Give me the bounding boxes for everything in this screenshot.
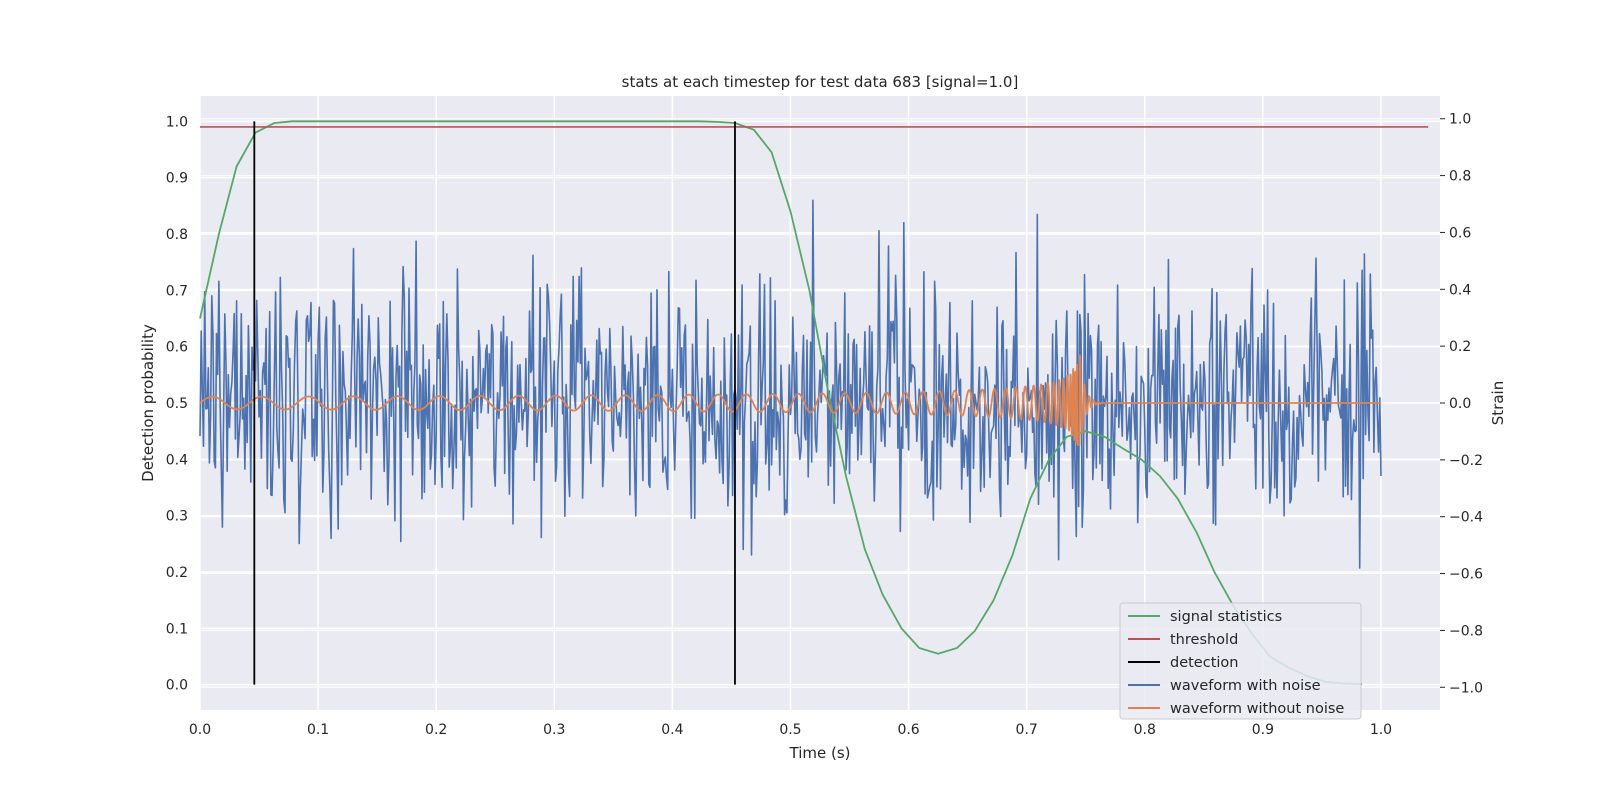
legend: signal statistics threshold detection wa… bbox=[1119, 602, 1362, 720]
y-right-tick-label: 0.6 bbox=[1449, 225, 1471, 241]
y-right-tick-label: 1.0 bbox=[1449, 112, 1471, 128]
x-tick-label: 0.2 bbox=[425, 722, 447, 738]
y-tick-label: 0.5 bbox=[166, 396, 188, 412]
y-tick-label: 0.9 bbox=[166, 171, 188, 187]
x-tick-label: 0.9 bbox=[1252, 722, 1274, 738]
y-tick-label: 0.8 bbox=[166, 227, 188, 243]
y-tick-label: 0.3 bbox=[166, 509, 188, 525]
x-tick-label: 0.8 bbox=[1134, 722, 1156, 738]
x-tick-label: 1.0 bbox=[1370, 722, 1392, 738]
legend-label-waveform-with-noise: waveform with noise bbox=[1170, 678, 1321, 694]
y-right-tick-label: −0.4 bbox=[1449, 510, 1483, 526]
y-tick-label: 0.1 bbox=[166, 621, 188, 637]
legend-label-waveform-without-noise: waveform without noise bbox=[1170, 701, 1344, 717]
x-tick-label: 0.4 bbox=[661, 722, 683, 738]
y-right-tick-label: −0.6 bbox=[1449, 567, 1483, 583]
y-right-tick-label: 0.4 bbox=[1449, 282, 1471, 298]
legend-item-signal-statistics: signal statistics bbox=[1128, 609, 1282, 625]
series-waveform-with-noise bbox=[199, 199, 1382, 569]
axes-layer: 0.0 0.1 0.2 0.3 0.4 0.5 0.6 0.7 0.8 0.9 1.0 0.0 0.1 0… bbox=[166, 112, 1483, 738]
chart-title: stats at each timestep for test data 683… bbox=[622, 73, 1019, 91]
x-tick-label: 0.1 bbox=[307, 722, 329, 738]
legend-box bbox=[1119, 602, 1362, 720]
y-tick-label: 0.6 bbox=[166, 340, 188, 356]
x-tick-label: 0.7 bbox=[1016, 722, 1038, 738]
y-tick-label: 0.0 bbox=[166, 678, 188, 694]
y-tick-label: 0.2 bbox=[166, 565, 188, 581]
series-waveform-without-noise bbox=[199, 354, 1382, 446]
y-right-tick-label: 0.2 bbox=[1449, 339, 1471, 355]
y-right-tick-label: −0.2 bbox=[1449, 453, 1483, 469]
y-tick-label: 0.4 bbox=[166, 452, 188, 468]
x-tick-label: 0.3 bbox=[543, 722, 565, 738]
series-signal-statistics bbox=[199, 120, 1363, 685]
legend-label-detection: detection bbox=[1170, 655, 1238, 671]
y-right-tick-label: 0.0 bbox=[1449, 396, 1471, 412]
legend-label-threshold: threshold bbox=[1170, 632, 1238, 648]
y-right-tick-label: −0.8 bbox=[1449, 623, 1483, 639]
legend-item-waveform-without-noise: waveform without noise bbox=[1128, 701, 1344, 717]
legend-label-signal-statistics: signal statistics bbox=[1170, 609, 1282, 625]
x-tick-label: 0.6 bbox=[897, 722, 919, 738]
legend-item-waveform-with-noise: waveform with noise bbox=[1128, 678, 1321, 694]
y-tick-label: 0.7 bbox=[166, 283, 188, 299]
y-axis-label-right: Strain bbox=[1489, 381, 1507, 425]
y-axis-label: Detection probability bbox=[139, 324, 157, 482]
x-axis-label: Time (s) bbox=[789, 744, 851, 762]
x-tick-label: 0.5 bbox=[779, 722, 801, 738]
y-right-tick-label: −1.0 bbox=[1449, 680, 1483, 696]
y-right-tick-label: 0.8 bbox=[1449, 169, 1471, 185]
x-tick-label: 0.0 bbox=[189, 722, 211, 738]
y-tick-label: 1.0 bbox=[166, 114, 188, 130]
legend-item-threshold: threshold bbox=[1128, 632, 1238, 648]
legend-item-detection: detection bbox=[1128, 655, 1238, 671]
series-layer bbox=[199, 120, 1429, 685]
